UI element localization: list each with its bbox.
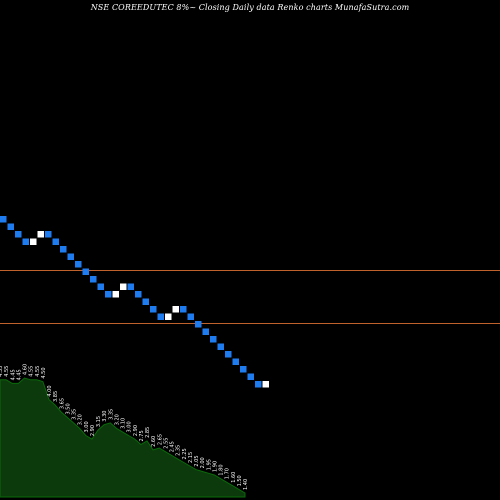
bottom-label: 4.55: [35, 366, 41, 377]
bottom-label: 2.85: [145, 427, 151, 438]
bottom-label: 2.45: [170, 441, 176, 452]
bottom-label: 1.60: [231, 472, 237, 483]
brick-down: [232, 358, 239, 365]
brick-down: [135, 291, 142, 298]
brick-down: [157, 313, 164, 320]
bottom-label: 2.15: [188, 452, 194, 463]
brick-down: [142, 298, 149, 305]
bottom-label: 3.35: [108, 409, 114, 420]
brick-down: [105, 291, 112, 298]
bottom-label: 3.15: [96, 416, 102, 427]
brick-up: [30, 238, 37, 245]
bottom-label: 2.25: [182, 448, 188, 459]
brick-down: [22, 238, 29, 245]
brick-up: [120, 283, 127, 290]
brick-down: [195, 321, 202, 328]
bottom-label: 3.00: [84, 421, 90, 432]
bottom-label: 2.35: [176, 445, 182, 456]
horizontal-lines: [0, 270, 500, 324]
bottom-label: 1.95: [206, 459, 212, 470]
bottom-label: 2.00: [200, 457, 206, 468]
bottom-label: 3.65: [59, 398, 65, 409]
bottom-label: 4.55: [0, 366, 4, 377]
bottom-label: 4.45: [10, 369, 16, 380]
bottom-label: 4.55: [4, 366, 10, 377]
bottom-label: 3.30: [102, 411, 108, 422]
brick-down: [217, 343, 224, 350]
bottom-label: 1.70: [225, 468, 231, 479]
brick-down: [97, 283, 104, 290]
brick-down: [187, 313, 194, 320]
brick-up: [112, 291, 119, 298]
bottom-label: 4.45: [16, 369, 22, 380]
renko-bricks: [0, 216, 269, 388]
bottom-label: 3.85: [53, 391, 59, 402]
brick-down: [0, 216, 7, 223]
bottom-label: 3.20: [114, 414, 120, 425]
brick-down: [82, 268, 89, 275]
brick-down: [52, 238, 59, 245]
bottom-label: 3.20: [78, 414, 84, 425]
brick-down: [75, 261, 82, 268]
brick-down: [180, 306, 187, 313]
brick-up: [165, 313, 172, 320]
bottom-label: 4.60: [23, 364, 29, 375]
bottom-label: 2.65: [157, 434, 163, 445]
brick-up: [262, 381, 269, 388]
brick-down: [225, 351, 232, 358]
brick-down: [247, 373, 254, 380]
brick-down: [90, 276, 97, 283]
bottom-label: 2.60: [151, 436, 157, 447]
brick-down: [210, 336, 217, 343]
brick-down: [240, 366, 247, 373]
bottom-label: 4.00: [47, 385, 53, 396]
bottom-label: 2.55: [163, 438, 169, 449]
brick-down: [7, 223, 14, 230]
bottom-label: 1.50: [237, 475, 243, 486]
brick-down: [255, 381, 262, 388]
bottom-area: [0, 377, 246, 498]
bottom-label: 4.55: [29, 366, 35, 377]
brick-up: [37, 231, 44, 238]
chart-title: NSE COREEDUTEC 8%~ Closing Daily data Re…: [90, 3, 410, 12]
bottom-label: 3.50: [65, 403, 71, 414]
brick-down: [127, 283, 134, 290]
brick-down: [60, 246, 67, 253]
bottom-labels: 4.55 4.55 4.45 4.45 4.60 4.55 4.55 4.504.00 3.85…: [0, 364, 249, 490]
brick-down: [202, 328, 209, 335]
bottom-label: 3.00: [127, 421, 133, 432]
bottom-label: 2.05: [194, 455, 200, 466]
bottom-label: 3.10: [121, 418, 127, 429]
bottom-label: 1.40: [243, 479, 249, 490]
brick-down: [45, 231, 52, 238]
brick-up: [172, 306, 179, 313]
brick-down: [150, 306, 157, 313]
bottom-label: 3.35: [72, 409, 78, 420]
brick-down: [67, 253, 74, 260]
bottom-label: 4.50: [41, 367, 47, 378]
bottom-label: 1.90: [212, 461, 218, 472]
bottom-area-fill: [0, 377, 246, 498]
bottom-label: 2.90: [90, 425, 96, 436]
bottom-label: 2.90: [133, 425, 139, 436]
bottom-label: 2.75: [139, 430, 145, 441]
bottom-label: 1.80: [219, 464, 225, 475]
brick-down: [15, 231, 22, 238]
